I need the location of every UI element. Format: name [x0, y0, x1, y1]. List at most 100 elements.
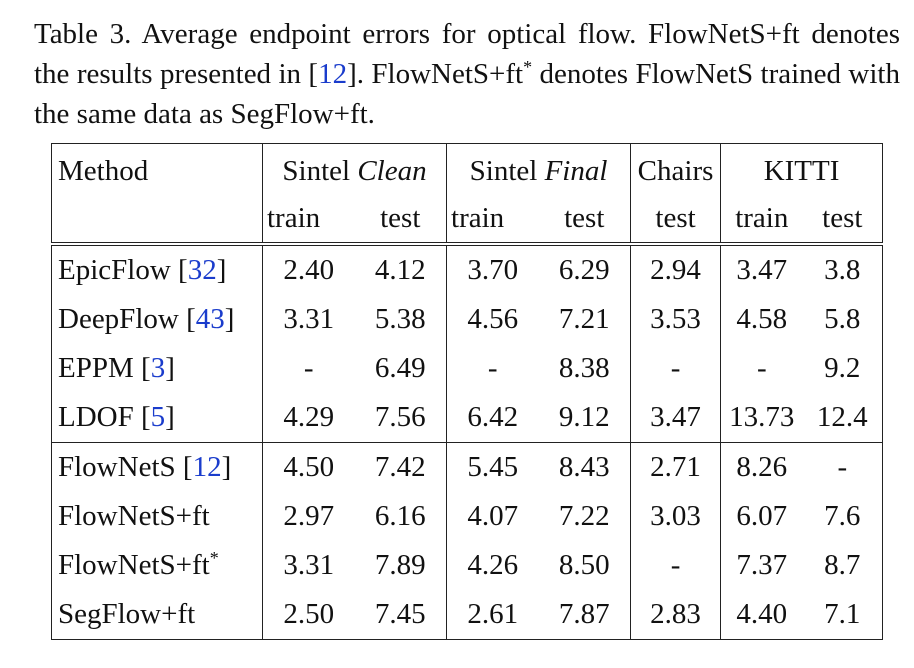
value-clean-train: 4.29: [283, 401, 335, 433]
value-chairs-test: 2.94: [630, 242, 722, 295]
value-chairs-test: 3.47: [630, 393, 722, 443]
value-chairs-test: 2.83: [630, 590, 722, 640]
table-row: DeepFlow [43] 3.31 5.38 4.56 7.21 3.53 4.58 5.8: [51, 295, 884, 344]
citation-close: ]: [165, 352, 175, 384]
value-clean-test: 7.45: [354, 590, 448, 640]
table-row: FlowNetS [12] 4.50 7.42 5.45 8.43 2.71 8.26-: [51, 442, 884, 492]
value-final-test: 7.22: [538, 492, 632, 541]
table-caption: Table 3. Average endpoint errors for opt…: [34, 14, 900, 134]
value-clean-test: 5.38: [354, 295, 448, 344]
header-kitti-train: train: [735, 201, 789, 234]
value-clean-test: 6.16: [354, 492, 448, 541]
value-kitti-train: 6.07: [736, 500, 788, 532]
header-final-test: test: [538, 194, 632, 244]
table-body: EpicFlow [32] 2.40 4.12 3.70 6.29 2.94 3.47 3.8…: [51, 242, 884, 640]
value-final-test: 7.21: [538, 295, 632, 344]
value-chairs-test: 3.53: [630, 295, 722, 344]
citation-link[interactable]: 3: [150, 352, 166, 384]
method-cell: FlowNetS [12]: [51, 442, 263, 492]
header-chairs-test: test: [630, 194, 722, 244]
header-final-train: train: [451, 201, 505, 234]
method-name: EPPM: [58, 352, 142, 384]
caption-asterisk: *: [523, 57, 533, 77]
value-final-test: 8.38: [538, 344, 632, 393]
method-name: DeepFlow: [58, 303, 187, 335]
header-chairs: Chairs: [630, 143, 722, 194]
value-final-test: 9.12: [538, 393, 632, 443]
citation-link[interactable]: 43: [195, 303, 225, 335]
table-row: FlowNetS+ft* 3.31 7.89 4.26 8.50-7.37 8.7: [51, 541, 884, 590]
value-kitti-train: 4.40: [720, 590, 803, 640]
value-kitti-train: -: [756, 352, 767, 384]
citation-link[interactable]: 32: [187, 254, 217, 286]
value-final-train: 3.70: [446, 242, 539, 295]
value-kitti-train: 13.73: [729, 401, 795, 433]
header-row-datasets: Method Sintel Clean Sintel Final Chairs …: [51, 143, 884, 194]
value-clean-train: 2.97: [283, 500, 335, 532]
caption-citation-link[interactable]: 12: [318, 58, 348, 90]
citation-close: ]: [221, 451, 232, 483]
table-row: LDOF [5] 4.29 7.56 6.42 9.12 3.47 13.73 12.4: [51, 393, 884, 443]
value-clean-test: 7.89: [354, 541, 448, 590]
value-kitti-train: 7.37: [736, 549, 788, 581]
header-final-label: Final: [544, 154, 608, 187]
value-clean-train: 4.50: [262, 442, 355, 492]
value-final-train: 6.42: [467, 401, 519, 433]
citation-close: ]: [216, 254, 227, 286]
value-final-train: 2.61: [446, 590, 539, 640]
method-cell: FlowNetS+ft*: [51, 541, 263, 590]
value-chairs-test: 3.03: [630, 492, 722, 541]
citation-open: [: [182, 451, 193, 483]
header-clean-train: train: [267, 201, 321, 234]
value-kitti-test: 7.1: [802, 590, 884, 640]
value-final-train: -: [487, 352, 498, 384]
value-final-train: 5.45: [446, 442, 539, 492]
value-clean-train: 2.40: [262, 242, 355, 295]
value-clean-test: 7.42: [354, 442, 448, 492]
value-kitti-train: 3.47: [720, 242, 803, 295]
value-chairs-test: -: [630, 541, 722, 590]
header-kitti: KITTI: [720, 143, 884, 194]
results-table: Method Sintel Clean Sintel Final Chairs …: [51, 143, 884, 640]
method-cell: SegFlow+ft: [51, 590, 263, 640]
header-sintel-clean-label: Sintel: [282, 154, 351, 187]
method-cell: FlowNetS+ft: [51, 492, 263, 541]
value-chairs-test: -: [630, 344, 722, 393]
header-sintel-final-label: Sintel: [469, 154, 538, 187]
caption-lead: Table 3. Average endpoint errors for opt…: [34, 18, 900, 90]
value-final-train: 4.26: [467, 549, 519, 581]
value-final-test: 8.43: [538, 442, 632, 492]
value-clean-train: -: [303, 352, 314, 384]
header-sintel-final: Sintel Final: [446, 143, 632, 194]
header-row-splits: train test train test test train test: [51, 194, 884, 244]
caption-mid: ]. FlowNetS+ft: [347, 58, 524, 90]
header-clean-label: Clean: [357, 154, 427, 187]
method-name: SegFlow+ft: [58, 598, 196, 630]
citation-open: [: [140, 401, 151, 433]
value-clean-train: 2.50: [262, 590, 355, 640]
citation-close: ]: [165, 401, 175, 433]
method-name: EpicFlow: [58, 254, 179, 286]
table-row: EPPM [3] -6.49-8.38- -9.2: [51, 344, 884, 393]
table-row: EpicFlow [32] 2.40 4.12 3.70 6.29 2.94 3.47 3.8: [51, 242, 884, 295]
header-method: Method: [51, 143, 263, 194]
method-name: FlowNetS: [58, 451, 183, 483]
method-name: FlowNetS+ft: [58, 549, 210, 581]
value-kitti-test: 7.6: [802, 492, 884, 541]
header-sintel-clean: Sintel Clean: [262, 143, 448, 194]
value-final-test: 6.29: [538, 242, 632, 295]
method-cell: EPPM [3]: [51, 344, 263, 393]
citation-open: [: [186, 303, 196, 335]
method-cell: DeepFlow [43]: [51, 295, 263, 344]
citation-close: ]: [224, 303, 235, 335]
value-kitti-test: 5.8: [802, 295, 884, 344]
citation-open: [: [141, 352, 151, 384]
value-final-test: 8.50: [538, 541, 632, 590]
citation-link[interactable]: 12: [192, 451, 222, 483]
citation-link[interactable]: 5: [150, 401, 166, 433]
value-clean-test: 4.12: [354, 242, 448, 295]
header-kitti-test: test: [802, 194, 884, 244]
value-clean-train: 3.31: [283, 549, 335, 581]
value-clean-train: 3.31: [283, 303, 335, 335]
value-kitti-test: -: [802, 442, 884, 492]
